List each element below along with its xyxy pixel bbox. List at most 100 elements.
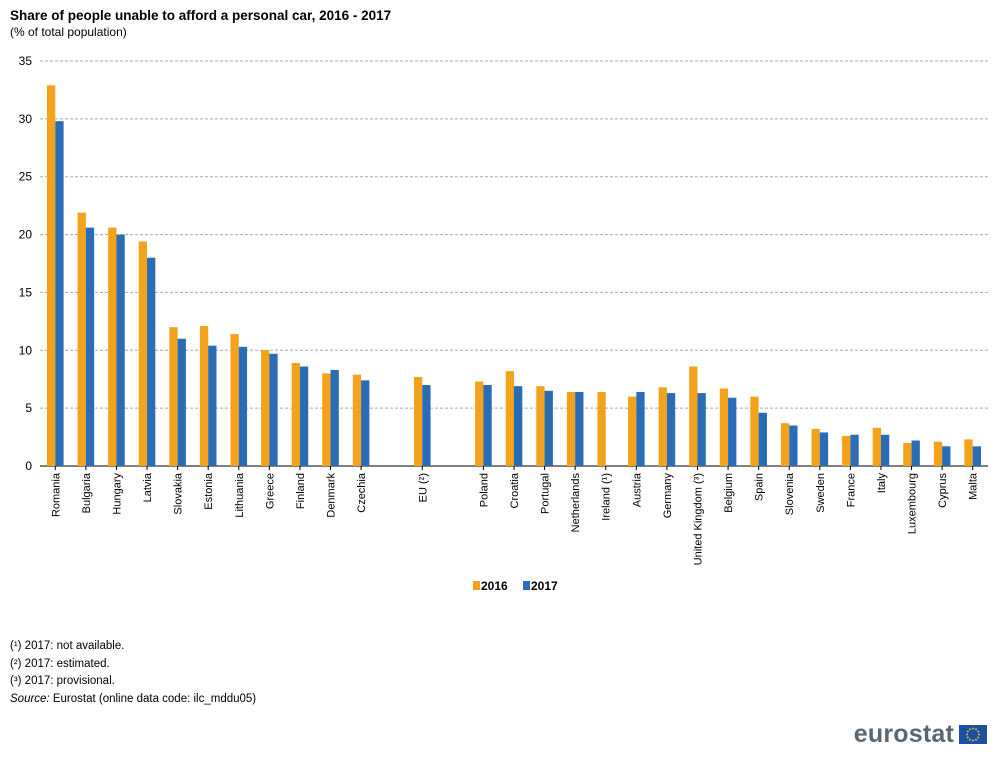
x-tick-label: France (845, 473, 857, 507)
legend-swatch-2017 (523, 581, 530, 590)
chart-subtitle: (% of total population) (10, 25, 127, 39)
y-tick-label: 20 (19, 228, 33, 242)
bar-2017 (728, 397, 737, 466)
flag-star (977, 736, 980, 739)
logo-text: eurostat (853, 720, 954, 748)
bar-2017 (330, 369, 339, 466)
x-tick-label: Italy (876, 473, 888, 494)
bar-2017 (880, 434, 890, 466)
y-tick-label: 10 (19, 343, 33, 357)
x-tick-label: Austria (631, 472, 643, 507)
bar-2016 (46, 85, 56, 467)
legend-label-2017: 2017 (531, 579, 558, 593)
bar-2016 (77, 212, 86, 466)
flag-star (972, 727, 974, 730)
legend-swatch-2016 (473, 581, 480, 590)
bar-2017 (147, 257, 156, 466)
bar-2016 (413, 376, 423, 466)
bar-2017 (544, 390, 553, 466)
x-tick-label: Slovenia (784, 472, 796, 515)
x-tick-label: United Kingdom (³) (692, 473, 704, 565)
bar-2016 (780, 423, 790, 466)
bar-2016 (291, 363, 300, 466)
eu-flag-icon (959, 725, 987, 744)
bar-2017 (238, 346, 248, 466)
x-tick-label: Latvia (142, 472, 154, 502)
x-tick-label: Belgium (723, 473, 735, 513)
flag-star (978, 733, 980, 736)
x-tick-label: Luxembourg (907, 473, 919, 534)
x-tick-label: Malta (968, 472, 980, 500)
bar-2016 (872, 427, 881, 466)
y-tick-label: 0 (25, 459, 32, 473)
bar-2017 (911, 440, 920, 466)
x-tick-label: Sweden (815, 473, 827, 513)
bar-2017 (697, 393, 706, 466)
bar-2016 (138, 241, 148, 466)
bar-2016 (964, 439, 973, 466)
y-tick-label: 5 (25, 401, 32, 415)
flag-star (977, 730, 980, 733)
bar-2016 (505, 371, 514, 466)
x-tick-label: Netherlands (570, 473, 582, 533)
x-tick-label: Estonia (203, 472, 215, 510)
bar-2017 (422, 385, 431, 466)
y-tick-label: 30 (19, 112, 33, 126)
footnote-1: (¹) 2017: not available. (10, 640, 125, 652)
bar-2016 (261, 350, 270, 466)
bar-2016 (842, 435, 851, 466)
bar-2016 (352, 374, 362, 466)
x-tick-label: Romania (50, 472, 62, 517)
eurostat-logo: eurostat (854, 720, 987, 749)
footnote-3: (³) 2017: provisional. (10, 675, 115, 687)
bar-2017 (789, 425, 798, 466)
bar-2016 (169, 327, 178, 466)
x-tick-label: Slovakia (173, 472, 185, 514)
source-line: Source: Eurostat (online data code: ilc_… (10, 691, 256, 709)
bar-2016 (628, 396, 637, 466)
x-tick-label: Poland (478, 473, 490, 507)
bar-2016 (903, 442, 912, 466)
bar-2016 (230, 334, 239, 466)
bar-2016 (108, 227, 117, 466)
bar-2016 (658, 387, 667, 466)
bar-2017 (758, 412, 767, 466)
bar-2016 (933, 441, 943, 466)
x-tick-label: Bulgaria (81, 472, 93, 513)
bar-2017 (85, 227, 95, 466)
y-tick-label: 35 (19, 54, 33, 68)
x-tick-label: Portugal (540, 473, 552, 514)
bar-2017 (819, 432, 829, 466)
x-tick-label: Spain (754, 473, 766, 501)
flag-star (975, 728, 977, 731)
x-tick-label: Lithuania (234, 472, 246, 518)
bar-2016 (536, 386, 545, 466)
bar-2017 (575, 391, 584, 466)
footnotes: (¹) 2017: not available. (²) 2017: estim… (10, 638, 256, 708)
bar-2016 (597, 391, 606, 466)
flag-star (972, 739, 974, 742)
legend-label-2016: 2016 (481, 579, 508, 593)
bar-2017 (361, 380, 370, 466)
flag-star (969, 738, 971, 741)
source-text: Eurostat (online data code: ilc_mddu05) (52, 692, 257, 705)
bar-2017 (972, 446, 982, 466)
bar-2017 (636, 391, 645, 466)
bar-2017 (942, 446, 951, 466)
bar-2016 (811, 428, 820, 466)
x-tick-label: Cyprus (937, 473, 949, 508)
y-tick-label: 25 (19, 170, 33, 184)
bar-2016 (750, 396, 759, 466)
bar-2017 (514, 386, 523, 466)
flag-star (966, 733, 968, 736)
bar-2016 (322, 373, 331, 466)
bar-2017 (666, 393, 676, 466)
bar-2017 (208, 345, 217, 466)
flag-star (966, 730, 969, 733)
y-tick-label: 15 (19, 285, 33, 299)
x-tick-label: EU (²) (417, 473, 429, 502)
bar-chart: 0 5 10 15 20 25 30 35 Romania Bulgaria Hungary Latv… (19, 54, 988, 593)
x-tick-label: Denmark (326, 473, 338, 518)
x-tick-label: Hungary (111, 473, 123, 515)
bar-2016 (689, 366, 698, 466)
